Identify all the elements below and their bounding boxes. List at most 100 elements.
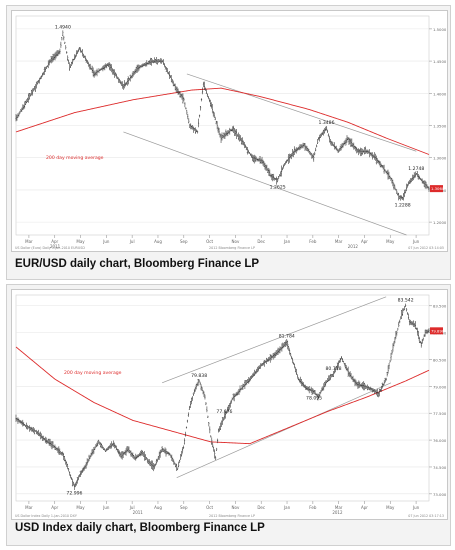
price-bar: [130, 75, 132, 79]
price-bar: [427, 186, 429, 190]
price-bar: [306, 145, 308, 151]
x-tick-label: Jul: [129, 505, 135, 510]
price-bar: [47, 60, 49, 69]
price-bar: [228, 130, 230, 134]
price-bar: [317, 393, 319, 401]
price-bar: [16, 114, 18, 121]
x-year-label: 2011: [133, 510, 144, 515]
price-bar: [97, 440, 99, 447]
price-bar: [357, 148, 359, 153]
price-bar: [17, 113, 19, 118]
price-bar: [22, 419, 24, 427]
price-bar: [150, 57, 152, 66]
price-bar: [329, 375, 331, 381]
price-bar: [151, 58, 153, 66]
price-bar: [65, 45, 67, 50]
price-bar: [92, 67, 94, 77]
price-bar: [194, 386, 196, 392]
price-bar: [56, 447, 58, 451]
price-bar: [424, 329, 426, 337]
price-bar: [55, 446, 57, 450]
price-bar: [216, 447, 218, 451]
price-bar: [91, 449, 93, 456]
price-bar: [185, 107, 187, 110]
price-bar: [301, 381, 303, 387]
price-bar: [219, 133, 221, 138]
price-bar: [319, 392, 321, 397]
price-bar: [169, 75, 171, 78]
price-bar: [298, 145, 300, 151]
price-bar: [347, 366, 349, 377]
price-bar: [300, 144, 302, 149]
price-bar: [348, 372, 350, 377]
x-tick-label: Jun: [102, 505, 110, 510]
price-bar: [278, 176, 280, 180]
price-bar: [259, 363, 262, 369]
price-bar: [366, 149, 369, 154]
price-bar: [179, 91, 181, 98]
price-bar: [91, 65, 93, 74]
x-tick-label: Jan: [283, 505, 291, 510]
price-bar: [103, 447, 105, 450]
price-bar: [381, 164, 383, 168]
price-bar: [228, 403, 230, 410]
price-bar: [79, 47, 82, 53]
price-bar: [48, 438, 50, 446]
price-bar: [385, 377, 387, 381]
price-bar: [247, 379, 249, 384]
y-tick-label: 80.500: [433, 357, 447, 362]
price-bar: [334, 145, 336, 150]
price-bar: [419, 340, 421, 344]
price-bar: [403, 189, 406, 198]
price-bar: [417, 330, 419, 340]
price-bar: [175, 86, 177, 93]
price-bar: [364, 382, 366, 391]
price-bar: [94, 446, 96, 451]
price-bar: [260, 363, 263, 367]
price-bar: [237, 134, 239, 137]
price-bar: [310, 386, 312, 393]
price-bar: [198, 379, 200, 382]
price-bar: [153, 463, 155, 470]
price-bar: [60, 41, 62, 48]
price-bar: [58, 50, 60, 55]
price-bar: [72, 58, 74, 65]
price-bar: [323, 383, 325, 391]
price-bar: [66, 51, 68, 54]
price-bar: [32, 88, 35, 92]
price-bar: [181, 447, 184, 454]
price-bar: [241, 385, 243, 390]
price-bar: [32, 426, 35, 433]
price-bar: [279, 171, 282, 177]
price-bar: [35, 81, 38, 89]
price-bar: [414, 321, 416, 330]
price-bar: [368, 149, 371, 158]
price-bar: [426, 329, 428, 335]
price-bar: [346, 135, 348, 143]
price-bar: [36, 81, 39, 85]
price-bar: [344, 139, 346, 145]
price-bar: [311, 153, 313, 159]
price-bar: [205, 89, 207, 95]
price-bar: [194, 127, 196, 131]
price-bar: [263, 161, 265, 168]
price-bar: [285, 159, 288, 164]
price-bar: [213, 112, 215, 119]
price-bar: [234, 127, 236, 136]
price-bar: [143, 452, 145, 457]
price-bar: [116, 448, 118, 453]
price-bar: [325, 125, 328, 131]
price-bar: [342, 143, 344, 148]
price-bar: [428, 186, 430, 192]
price-bar: [73, 483, 76, 491]
price-bar: [25, 100, 27, 106]
price-bar: [89, 63, 91, 70]
price-bar: [328, 375, 330, 382]
chart-footer-copyright: 2012 Bloomberg Finance LP: [209, 246, 255, 250]
price-bar: [174, 462, 176, 465]
price-bar: [176, 463, 178, 472]
price-bar: [171, 79, 173, 84]
price-bar: [268, 356, 270, 361]
price-bar: [244, 144, 247, 149]
price-bar: [351, 138, 353, 147]
